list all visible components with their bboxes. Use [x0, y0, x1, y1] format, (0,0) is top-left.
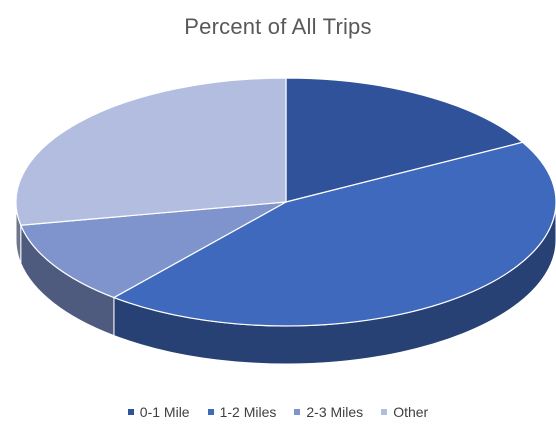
pie-slice-1	[112, 141, 556, 327]
legend-swatch-0	[127, 409, 134, 415]
legend-label-0: 0-1 Mile	[139, 404, 190, 420]
legend-swatch-1	[207, 409, 214, 415]
pie-tops	[15, 77, 556, 327]
legend-item-2: 2-3 Miles	[294, 404, 363, 420]
legend-item-3: Other	[381, 404, 428, 420]
chart-title: Percent of All Trips	[184, 14, 372, 39]
legend-label-2: 2-3 Miles	[306, 404, 364, 420]
legend-item-1: 1-2 Miles	[207, 404, 277, 420]
legend: 0-1 Mile 1-2 Miles 2-3 Miles Other	[0, 404, 556, 420]
legend-label-1: 1-2 Miles	[219, 404, 277, 420]
pie-slice-3	[15, 77, 287, 226]
pie-slice-0	[285, 77, 524, 203]
legend-swatch-2	[294, 409, 301, 415]
legend-swatch-3	[381, 409, 388, 415]
pie-slice-2	[19, 201, 287, 299]
legend-label-3: Other	[393, 404, 429, 420]
legend-item-0: 0-1 Mile	[127, 404, 190, 420]
